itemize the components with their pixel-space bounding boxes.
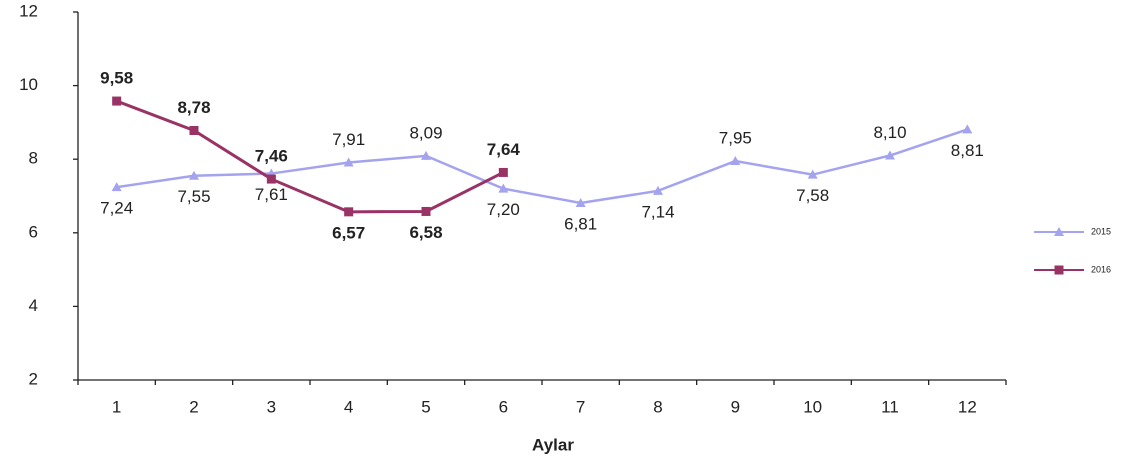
y-tick-label: 10 <box>19 75 38 94</box>
data-label: 7,95 <box>719 129 752 148</box>
data-label: 7,58 <box>796 186 829 205</box>
x-tick-label: 4 <box>344 397 353 416</box>
y-tick-label: 6 <box>29 222 38 241</box>
marker <box>112 96 122 106</box>
data-label: 6,57 <box>332 223 365 242</box>
x-tick-label: 6 <box>499 397 508 416</box>
legend-label: 2016 <box>1091 264 1111 274</box>
data-label: 8,78 <box>177 98 210 117</box>
x-tick-label: 11 <box>881 397 899 416</box>
marker <box>421 206 431 216</box>
marker <box>885 150 895 160</box>
marker <box>266 174 276 184</box>
data-label: 7,46 <box>255 147 288 166</box>
marker <box>343 157 354 167</box>
legend-item: 2016 <box>1034 264 1111 275</box>
legend-label: 2015 <box>1091 226 1111 236</box>
legend-item: 2015 <box>1034 226 1111 236</box>
marker <box>189 125 199 135</box>
marker <box>1054 227 1064 236</box>
marker <box>498 183 509 193</box>
data-label: 6,81 <box>564 214 597 233</box>
data-label: 7,64 <box>487 140 521 159</box>
marker <box>653 185 663 195</box>
marker <box>575 197 586 207</box>
marker <box>344 207 354 217</box>
marker <box>1054 265 1064 275</box>
data-label: 7,61 <box>255 185 288 204</box>
marker <box>498 167 508 177</box>
marker <box>807 169 818 179</box>
y-tick-label: 12 <box>19 1 38 20</box>
x-tick-label: 10 <box>803 397 822 416</box>
x-tick-label: 1 <box>112 397 121 416</box>
marker <box>111 182 122 192</box>
marker <box>421 150 431 160</box>
marker <box>962 124 973 134</box>
data-label: 7,91 <box>332 130 365 149</box>
data-label: 7,24 <box>100 199 133 218</box>
data-label: 6,58 <box>409 223 442 242</box>
data-label: 8,10 <box>873 123 906 142</box>
marker <box>189 170 199 180</box>
data-label: 7,55 <box>177 187 210 206</box>
marker <box>730 156 741 166</box>
x-tick-label: 12 <box>958 397 977 416</box>
data-label: 8,09 <box>409 123 442 142</box>
x-tick-label: 8 <box>653 397 662 416</box>
y-tick-label: 8 <box>29 149 38 168</box>
y-tick-label: 4 <box>29 296 38 315</box>
x-tick-label: 2 <box>189 397 198 416</box>
data-label: 7,20 <box>487 200 520 219</box>
y-tick-label: 2 <box>29 369 38 388</box>
x-axis-label: Aylar <box>532 435 574 454</box>
data-label: 8,81 <box>951 141 984 160</box>
x-tick-label: 9 <box>731 397 740 416</box>
series-line <box>116 99 505 214</box>
series-line <box>116 128 968 205</box>
x-tick-label: 7 <box>576 397 585 416</box>
data-label: 9,58 <box>100 69 133 88</box>
data-label: 7,14 <box>641 202 674 221</box>
x-tick-label: 3 <box>267 397 276 416</box>
x-tick-label: 5 <box>421 397 430 416</box>
